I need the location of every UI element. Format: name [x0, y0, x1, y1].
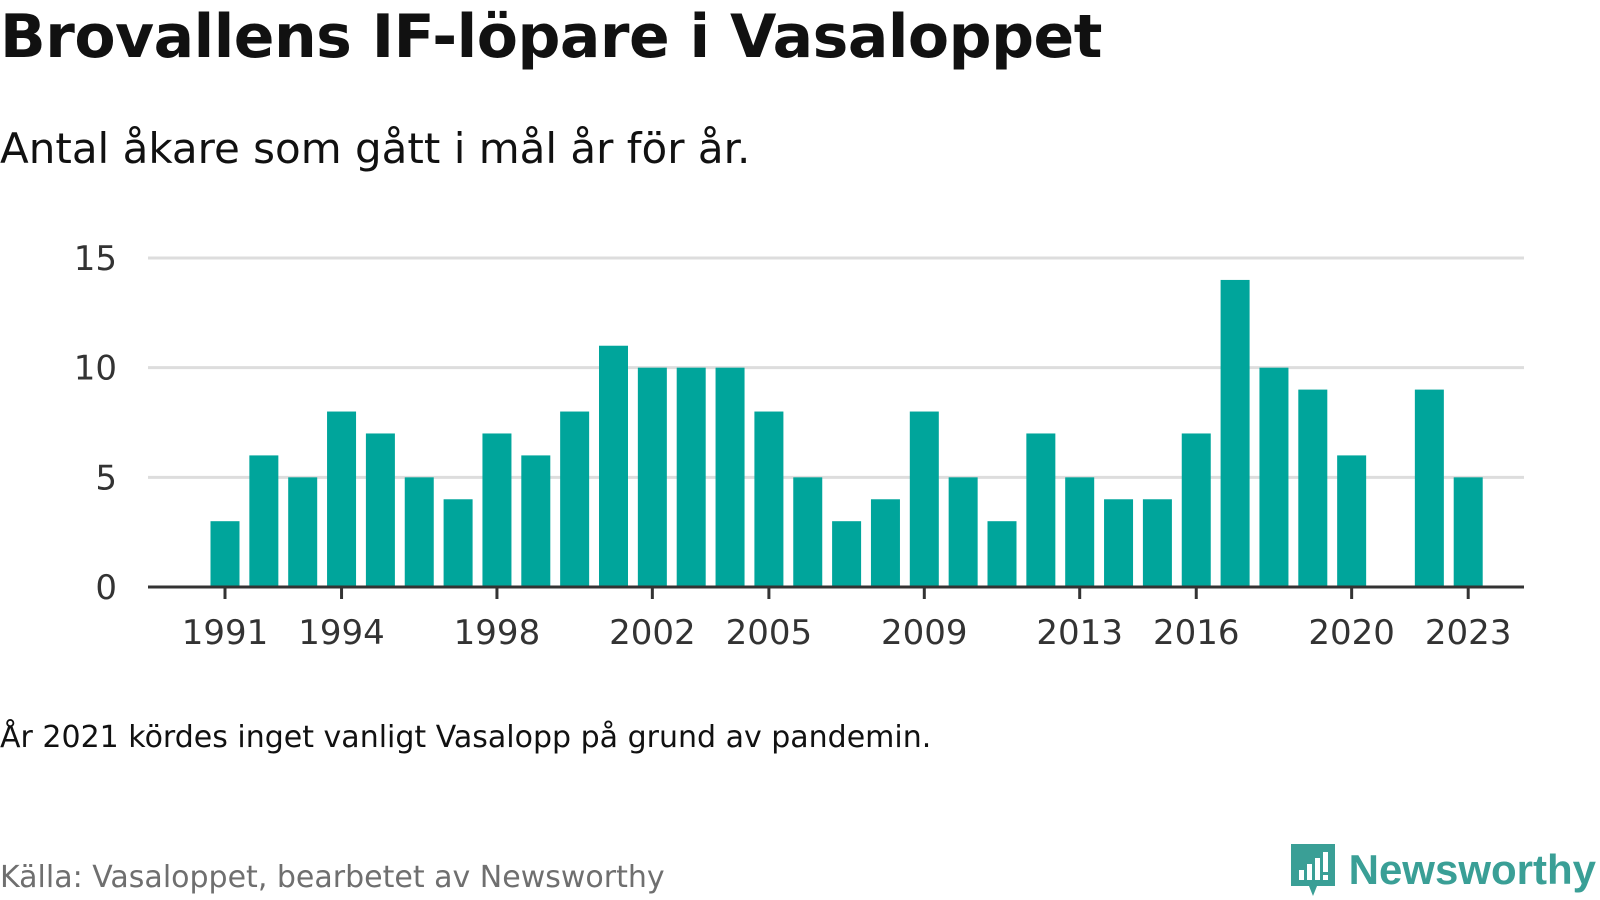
y-tick-label: 15: [74, 239, 117, 279]
x-tick-label: 2009: [881, 613, 968, 653]
x-axis: [148, 585, 1524, 599]
bar: [715, 367, 745, 587]
bar: [404, 477, 434, 587]
bar: [1104, 499, 1134, 587]
x-tick-label: 1991: [182, 613, 269, 653]
footnote: År 2021 kördes inget vanligt Vasalopp på…: [0, 720, 932, 755]
bar: [793, 477, 823, 587]
chart-subtitle: Antal åkare som gått i mål år för år.: [0, 124, 751, 173]
bar: [987, 521, 1017, 587]
bar: [1065, 477, 1095, 587]
brand-logo[interactable]: Newsworthy: [1287, 840, 1596, 900]
bar: [210, 521, 240, 587]
source-credit: Källa: Vasaloppet, bearbetet av Newswort…: [0, 860, 665, 895]
bar: [1453, 477, 1483, 587]
x-tick-label: 2013: [1036, 613, 1123, 653]
x-tick-label: 2023: [1425, 613, 1512, 653]
y-tick-label: 10: [74, 349, 117, 389]
bar: [288, 477, 318, 587]
x-tick-label: 2005: [726, 613, 813, 653]
bar: [1220, 279, 1250, 587]
bar: [948, 477, 978, 587]
bar: [443, 499, 473, 587]
bar: [1026, 433, 1056, 587]
bar: [1142, 499, 1172, 587]
x-tick-label: 2002: [609, 613, 696, 653]
bar: [909, 411, 939, 587]
x-tick-label: 1998: [454, 613, 541, 653]
bar: [1259, 367, 1289, 587]
bar: [870, 499, 900, 587]
bar: [327, 411, 357, 587]
x-tick-label: 1994: [298, 613, 385, 653]
y-tick-label: 0: [95, 568, 117, 608]
brand-name: Newsworthy: [1348, 846, 1596, 893]
bar: [365, 433, 395, 587]
bar: [754, 411, 784, 587]
x-tick-label: 2016: [1153, 613, 1240, 653]
chart-title: Brovallens IF-löpare i Vasaloppet: [0, 2, 1102, 72]
bar: [482, 433, 512, 587]
newsworthy-logo-icon: [1290, 844, 1335, 896]
x-axis-labels: 1991 1994 1998 2002 2005 2009 2013 2016 2020 2023: [182, 613, 1512, 653]
bar: [637, 367, 667, 587]
bar: [832, 521, 862, 587]
bar: [1181, 433, 1211, 587]
bar: [676, 367, 706, 587]
bar: [1298, 389, 1328, 587]
y-axis-labels: 0 5 10 15: [74, 239, 117, 608]
x-tick-label: 2020: [1308, 613, 1395, 653]
bar: [560, 411, 590, 587]
bars: [210, 279, 1483, 587]
y-tick-label: 5: [95, 458, 117, 498]
bar: [1414, 389, 1444, 587]
bar-chart: 0 5 10 15 1991 1994 1998 2002 2005 2009 2013 2016 2…: [74, 239, 1524, 653]
bar: [1337, 455, 1367, 587]
bar: [521, 455, 551, 587]
bar: [249, 455, 279, 587]
bar: [599, 345, 628, 587]
